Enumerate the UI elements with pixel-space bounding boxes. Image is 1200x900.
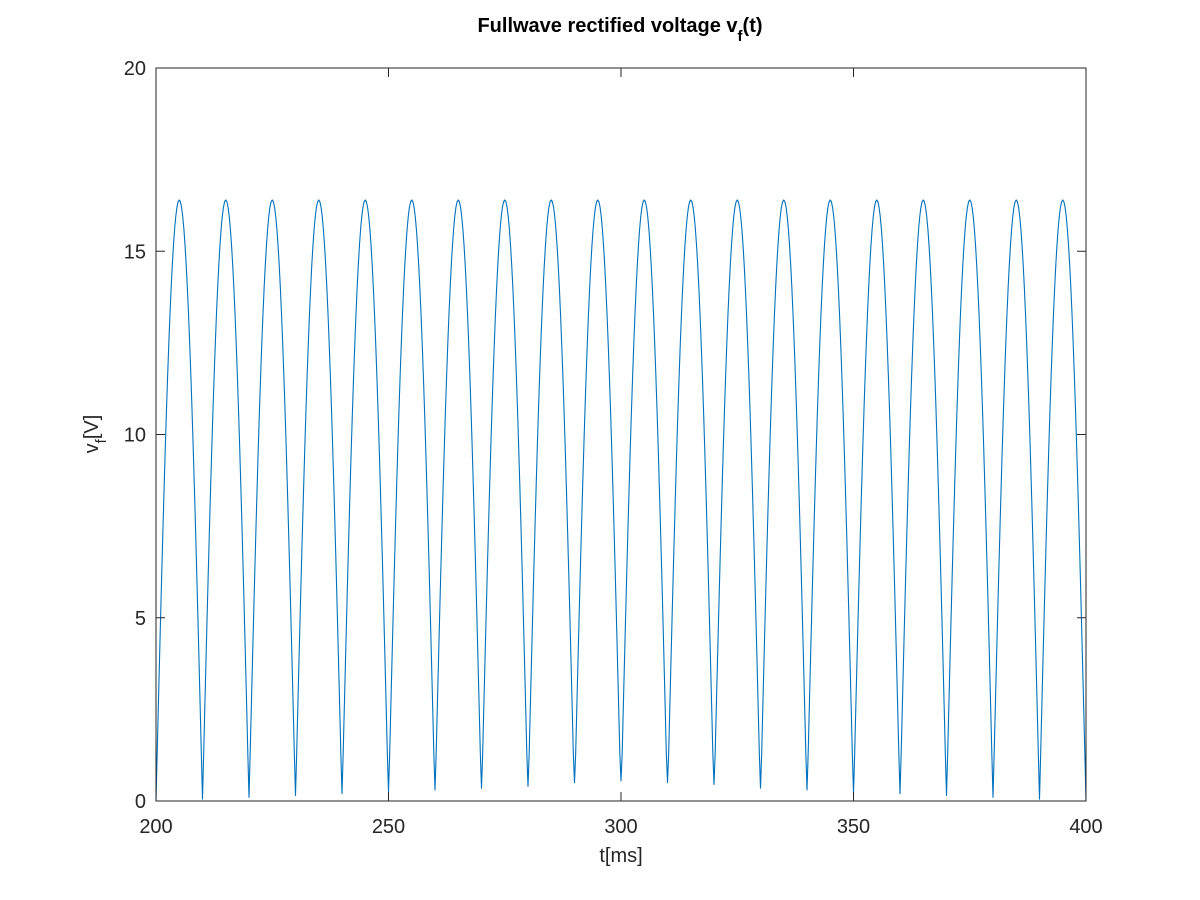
y-axis-label-subscript: f <box>93 438 110 443</box>
series-layer <box>155 199 1087 802</box>
x-tick-label: 300 <box>604 816 637 838</box>
plot-area <box>155 67 1087 802</box>
y-axis-label-tail: [V] <box>81 415 103 439</box>
x-tick-label: 250 <box>372 816 405 838</box>
y-tick-label: 20 <box>124 58 146 80</box>
y-tick-label: 10 <box>124 425 146 447</box>
y-tick-label: 0 <box>135 791 146 813</box>
y-tick-label: 5 <box>135 608 146 630</box>
x-tick-label: 400 <box>1069 816 1102 838</box>
chart-title-main: Fullwave rectified voltage v <box>477 15 738 37</box>
x-tick-label: 350 <box>837 816 870 838</box>
y-axis-label: vf[V] <box>81 415 110 454</box>
y-tick-labels: 0 5 10 15 20 <box>124 58 146 813</box>
chart-title-tail: (t) <box>743 15 763 37</box>
x-tick-labels: 200 250 300 350 400 <box>139 816 1102 838</box>
y-tick-label: 15 <box>124 241 146 263</box>
chart-title: Fullwave rectified voltage vf(t) <box>477 15 762 45</box>
chart-title-subscript: f <box>738 28 744 45</box>
axes-box <box>155 67 1087 802</box>
x-tick-label: 200 <box>139 816 172 838</box>
x-axis-label: t[ms] <box>599 845 642 867</box>
axes-background <box>156 68 1086 801</box>
y-axis-label-main: v <box>81 443 103 453</box>
series-line <box>155 199 1087 802</box>
